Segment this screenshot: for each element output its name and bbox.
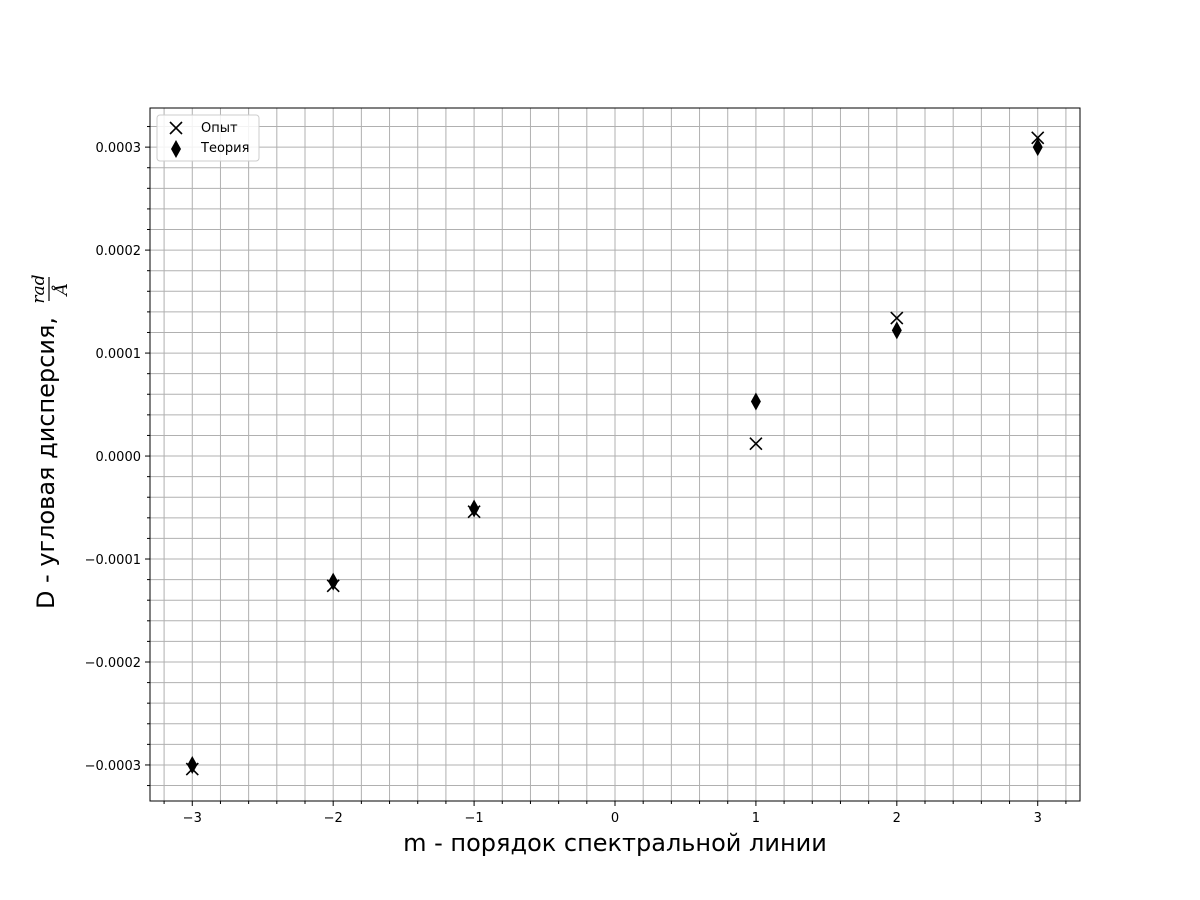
x-tick-label: −1 [465, 811, 484, 826]
data-point-theory [891, 321, 902, 340]
x-axis-title: m - порядок спектральной линии [403, 829, 827, 857]
data-point-theory [1032, 138, 1043, 157]
data-point-experiment [1031, 131, 1045, 145]
y-tick-label: 0.0003 [96, 141, 142, 156]
y-axis-title: D - угловая дисперсия, [32, 317, 60, 609]
x-tick-label: 0 [611, 811, 619, 826]
data-point-experiment [326, 579, 340, 593]
data-point-theory [750, 392, 761, 411]
grid [150, 108, 1080, 801]
data-point-theory [328, 572, 339, 591]
plot-area-frame [149, 107, 1081, 802]
legend-marker-diamond-icon [171, 140, 181, 158]
y-tick-label: −0.0003 [85, 759, 141, 774]
legend-label-theory: Теория [200, 141, 249, 156]
y-tick-label: −0.0001 [85, 553, 141, 568]
data-point-experiment [467, 505, 481, 519]
y-tick-label: 0.0001 [96, 347, 142, 362]
data-point-experiment [185, 762, 199, 776]
legend-label-experiment: Опыт [201, 121, 238, 136]
y-tick-label: 0.0000 [96, 450, 142, 465]
data-point-experiment [749, 437, 763, 451]
data-point-experiment [890, 311, 904, 325]
data-points [185, 131, 1045, 776]
y-tick-label: 0.0002 [96, 244, 142, 259]
legend: Опыт Теория [156, 114, 260, 162]
x-tick-label: 2 [893, 811, 901, 826]
y-axis-unit-denominator: Å [51, 283, 72, 297]
y-axis-title-group: D - угловая дисперсия, rad Å [29, 274, 72, 609]
y-axis-unit-numerator: rad [29, 274, 49, 303]
x-tick-label: 1 [752, 811, 760, 826]
axis-ticks: −3 −2 −1 0 1 2 3 −0.0003 −0.0002 −0.0001 0.0000 0.0… [85, 126, 1067, 826]
legend-box [156, 114, 260, 162]
x-tick-label: 3 [1034, 811, 1042, 826]
legend-marker-x-icon [169, 121, 183, 135]
data-point-theory [187, 755, 198, 774]
x-tick-label: −2 [324, 811, 343, 826]
x-tick-label: −3 [183, 811, 202, 826]
y-tick-label: −0.0002 [85, 656, 141, 671]
